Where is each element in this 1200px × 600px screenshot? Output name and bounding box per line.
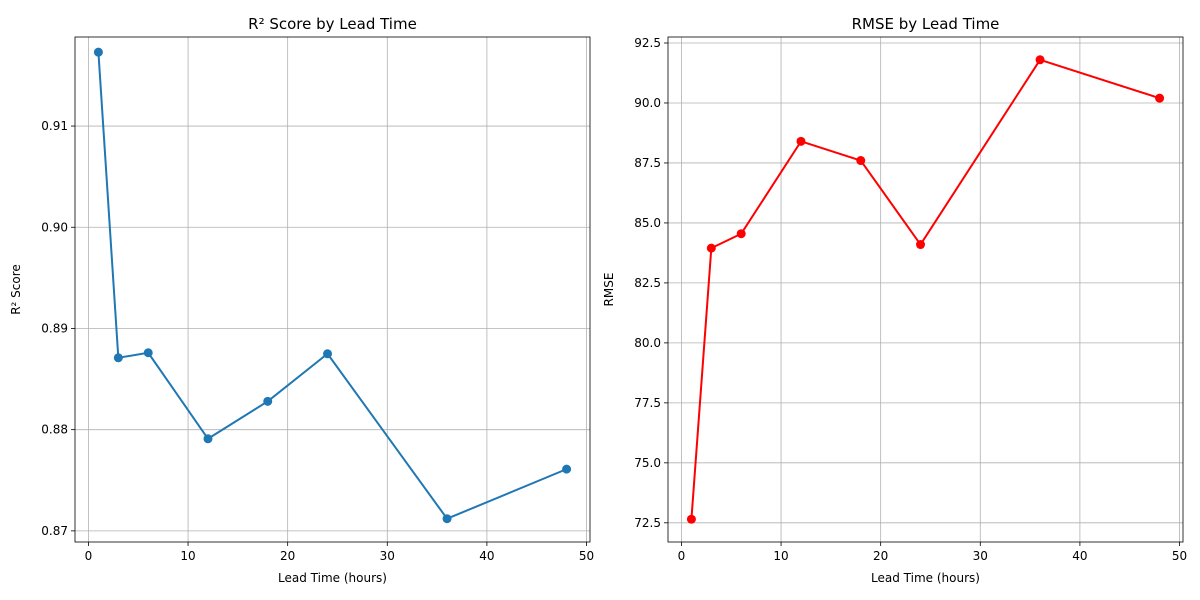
y-tick-label: 92.5 bbox=[634, 36, 661, 50]
x-axis-label: Lead Time (hours) bbox=[278, 571, 387, 585]
data-point bbox=[1155, 93, 1165, 103]
chart-panel-2: 0 10 20 30 40 50 72.5 75.0 77.5 80.0 82.5 85.0 87.5 9… bbox=[602, 15, 1187, 585]
data-point bbox=[442, 514, 452, 524]
data-point bbox=[143, 348, 153, 358]
y-tick-label: 0.91 bbox=[41, 119, 68, 133]
x-tick-label: 0 bbox=[678, 549, 686, 563]
series-line bbox=[690, 58, 1160, 520]
data-point bbox=[686, 514, 696, 524]
x-tick-label: 20 bbox=[280, 549, 295, 563]
y-tick-label: 0.89 bbox=[41, 321, 68, 335]
y-tick-label: 0.88 bbox=[41, 423, 68, 437]
data-point bbox=[113, 353, 123, 363]
series-line bbox=[97, 52, 567, 520]
data-point bbox=[323, 349, 333, 359]
x-tick-label: 40 bbox=[479, 549, 494, 563]
x-tick-label: 10 bbox=[773, 549, 788, 563]
y-axis-label: R² Score bbox=[9, 264, 23, 315]
y-tick-label: 87.5 bbox=[634, 156, 661, 170]
x-tick-label: 50 bbox=[579, 549, 594, 563]
y-tick-label: 75.0 bbox=[634, 456, 661, 470]
x-tick-label: 0 bbox=[85, 549, 93, 563]
data-point bbox=[736, 229, 746, 239]
data-point bbox=[706, 243, 716, 253]
data-point bbox=[93, 47, 103, 57]
y-tick-label: 72.5 bbox=[634, 516, 661, 530]
plot-frame bbox=[74, 36, 591, 543]
y-tick-label: 90.0 bbox=[634, 96, 661, 110]
chart-title: R² Score by Lead Time bbox=[248, 15, 417, 33]
x-tick-label: 20 bbox=[873, 549, 888, 563]
data-point bbox=[263, 396, 273, 406]
y-tick-label: 80.0 bbox=[634, 336, 661, 350]
y-tick-label: 0.87 bbox=[41, 524, 68, 538]
x-tick-label: 50 bbox=[1172, 549, 1187, 563]
y-axis-label: RMSE bbox=[602, 273, 616, 307]
data-point bbox=[916, 240, 926, 250]
chart-panel-1: 0 10 20 30 40 50 0.87 0.88 0.89 0.90 0.91 R² Score … bbox=[9, 15, 594, 585]
x-tick-label: 10 bbox=[180, 549, 195, 563]
y-tick-label: 0.90 bbox=[41, 220, 68, 234]
data-point bbox=[1035, 55, 1045, 65]
y-tick-label: 77.5 bbox=[634, 396, 661, 410]
data-point bbox=[796, 136, 806, 146]
x-tick-label: 30 bbox=[973, 549, 988, 563]
x-axis-label: Lead Time (hours) bbox=[871, 571, 980, 585]
y-tick-label: 85.0 bbox=[634, 216, 661, 230]
data-point bbox=[203, 434, 213, 444]
chart-title: RMSE by Lead Time bbox=[852, 15, 1000, 33]
plot-frame bbox=[667, 36, 1184, 543]
data-point bbox=[856, 156, 866, 166]
data-point bbox=[562, 464, 572, 474]
x-tick-label: 40 bbox=[1072, 549, 1087, 563]
y-tick-label: 82.5 bbox=[634, 276, 661, 290]
x-tick-label: 30 bbox=[380, 549, 395, 563]
